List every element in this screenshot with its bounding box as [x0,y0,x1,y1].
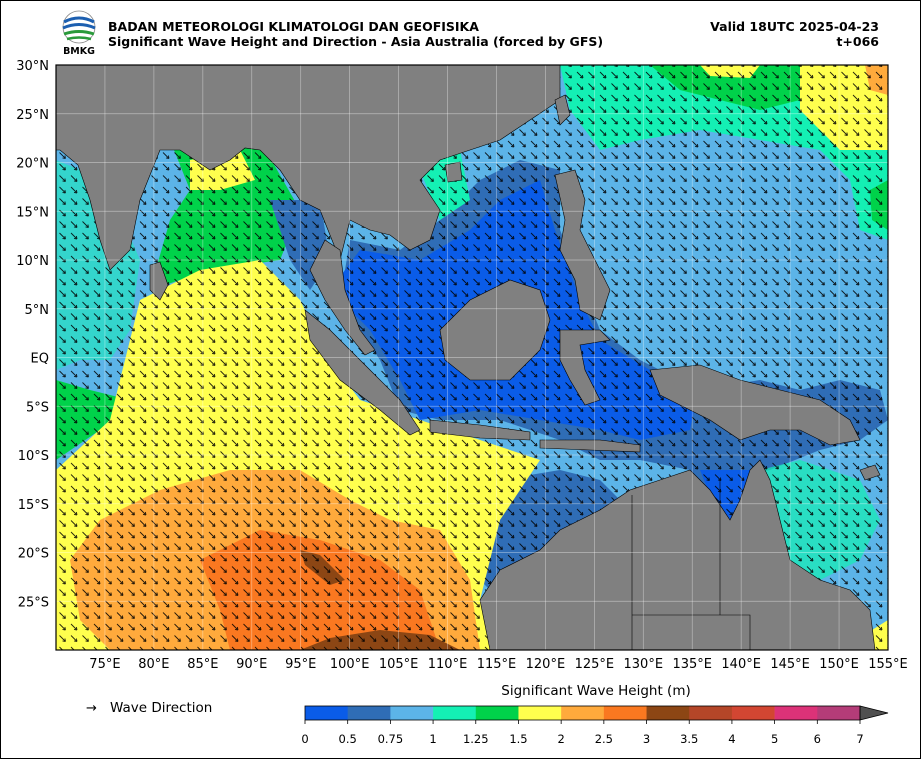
lon-label: 155°E [868,657,908,672]
colorbar-tick-label: 3.5 [680,732,698,746]
lat-label: 25°S [18,595,49,610]
lesser-sunda [539,439,641,453]
colorbar-swatch [305,706,348,720]
colorbar-tick-label: 2 [557,732,564,746]
lat-label: 30°N [16,59,49,74]
colorbar-tick-label: 0 [301,732,308,746]
lon-label: 125°E [575,657,615,672]
sulawesi [559,329,611,406]
lat-label: 5°N [25,303,50,318]
lon-label: 95°E [285,657,316,672]
lat-label: EQ [31,352,49,367]
colorbar-tick-label: 1.5 [509,732,527,746]
lat-label: 25°N [16,108,49,123]
colorbar-swatch [347,706,391,720]
colorbar-ticks: 0 0.5 0.75 1 1.25 1.5 2 2.5 3 3.5 4 5 6 7 [301,720,864,746]
colorbar-swatch [518,706,562,720]
lat-label: 15°S [18,498,49,513]
islands-east [859,464,881,481]
taiwan [554,94,571,126]
colorbar-extend-arrow [859,705,889,721]
agency-title: BADAN METEOROLOGI KLIMATOLOGI DAN GEOFIS… [108,19,479,34]
colorbar-swatch [774,706,818,720]
lon-label: 85°E [187,657,218,672]
colorbar-tick-label: 3 [643,732,650,746]
chart-subtitle: Significant Wave Height and Direction - … [108,34,604,49]
java [429,419,531,441]
colorbar-tick-label: 5 [771,732,778,746]
land-masses [56,65,881,650]
lon-label: 120°E [526,657,566,672]
colorbar-tick-label: 4 [728,732,735,746]
colorbar-tick-label: 7 [856,732,863,746]
lat-label: 20°N [16,157,49,172]
state-borders [631,480,751,650]
longitude-labels: 75°E 80°E 85°E 90°E 95°E 100°E 105°E 110°E 115°E… [89,657,907,672]
latitude-labels: 30°N 25°N 20°N 15°N 10°N 5°N EQ 5°S 10°S 15°S 20°S… [16,59,49,610]
colorbar-tick-label: 6 [814,732,821,746]
lon-label: 145°E [770,657,810,672]
colorbar-swatch [731,706,775,720]
colorbar-tick-label: 1.25 [463,732,489,746]
lon-label: 75°E [89,657,120,672]
lon-label: 100°E [330,657,370,672]
colorbar-swatch [689,706,733,720]
sri-lanka [149,261,169,301]
asia-mainland [56,65,561,271]
malay-peninsula [309,239,376,356]
colorbar-tick-label: 1 [429,732,436,746]
wave-direction-label: Wave Direction [110,700,212,716]
lon-label: 135°E [672,657,712,672]
lon-label: 110°E [428,657,468,672]
lon-label: 80°E [138,657,169,672]
colorbar [304,705,889,721]
lon-label: 130°E [624,657,664,672]
colorbar-swatch [817,706,861,720]
australia [479,459,876,650]
lat-label: 10°S [18,449,49,464]
lon-label: 90°E [236,657,267,672]
borneo [439,279,551,381]
colorbar-swatch [475,706,519,720]
sumatra [304,309,421,436]
lon-label: 150°E [819,657,859,672]
bmkg-logo: BMKG [62,10,96,56]
colorbar-swatch [603,706,647,720]
lon-label: 140°E [721,657,761,672]
lead-time: t+066 [836,34,879,49]
map-grid [56,65,888,650]
wave-direction-arrow: → [86,701,97,716]
svg-text:BMKG: BMKG [63,46,95,56]
colorbar-title: Significant Wave Height (m) [501,683,690,699]
lon-label: 105°E [379,657,419,672]
colorbar-swatch [390,706,434,720]
colorbar-tick-label: 0.75 [378,732,404,746]
colorbar-tick-label: 0.5 [339,732,357,746]
lat-label: 5°S [26,400,49,415]
new-guinea [649,364,861,446]
colorbar-swatch [646,706,690,720]
colorbar-tick-label: 2.5 [595,732,613,746]
philippines [554,169,611,321]
lat-label: 15°N [16,205,49,220]
lat-label: 20°S [18,547,49,562]
lat-label: 10°N [16,254,49,269]
colorbar-swatch [433,706,477,720]
hainan [444,161,463,183]
lon-label: 115°E [477,657,517,672]
map-border [55,64,889,651]
colorbar-swatch [561,706,605,720]
valid-time: Valid 18UTC 2025-04-23 [710,19,879,34]
